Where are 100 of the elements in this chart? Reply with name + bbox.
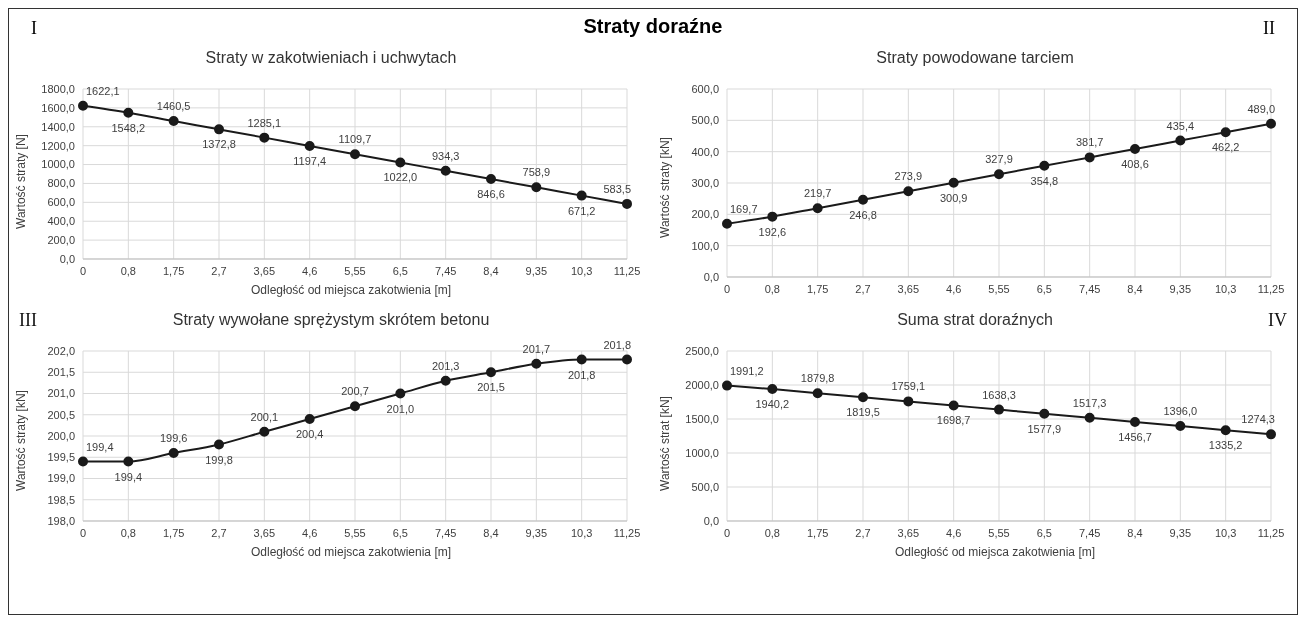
- x-tick-label: 10,3: [1214, 282, 1237, 295]
- x-tick-label: 7,45: [1078, 282, 1101, 295]
- y-axis-title: Wartość straty [N]: [14, 134, 29, 229]
- x-tick-label: 6,5: [392, 526, 408, 539]
- x-tick-label: 11,25: [1257, 282, 1285, 295]
- data-label: 1372,8: [202, 138, 236, 151]
- point: [903, 186, 914, 197]
- data-label: 583,5: [603, 182, 631, 195]
- point: [576, 354, 587, 365]
- chart-title: Suma strat doraźnych: [897, 311, 1053, 328]
- point: [350, 149, 360, 160]
- point: [168, 448, 179, 458]
- data-label: 200,4: [295, 428, 324, 440]
- data-label: 1285,1: [247, 116, 282, 129]
- data-label: 1548,2: [111, 121, 146, 134]
- x-axis-title: Odległość od miejsca zakotwienia [m]: [249, 283, 453, 297]
- y-tick-label: 100,0: [691, 239, 719, 252]
- point: [1175, 421, 1186, 432]
- text: III: [19, 309, 37, 332]
- point: [948, 177, 959, 188]
- chart-title: Straty powodowane tarciem: [875, 48, 1075, 68]
- point: [576, 190, 587, 201]
- x-tick-label: 2,7: [855, 282, 871, 295]
- x-tick-label: 2,7: [211, 526, 227, 539]
- data-label: 1460,5: [156, 100, 191, 113]
- x-tick-label: 2,7: [855, 526, 871, 539]
- x-tick-label: 11,25: [613, 526, 641, 539]
- data-label: 1456,7: [1118, 430, 1152, 443]
- point: [994, 404, 1004, 415]
- y-axis-title: Wartość strat [kN]: [658, 396, 673, 491]
- point: [78, 456, 88, 467]
- data-label: 1197,4: [293, 154, 327, 167]
- y-tick-label: 1600,0: [41, 101, 75, 114]
- point: [259, 132, 270, 143]
- y-tick-label: 400,0: [47, 215, 75, 228]
- x-tick-label: 10,3: [570, 264, 593, 277]
- point: [531, 182, 542, 193]
- y-tick-label: 200,0: [691, 208, 719, 221]
- x-tick-label: 0,8: [120, 526, 136, 539]
- data-label: 1022,0: [383, 171, 418, 184]
- data-label: 201,7: [522, 342, 551, 355]
- point: [622, 354, 632, 365]
- x-tick-label: 9,35: [1169, 526, 1192, 539]
- y-tick-label: 202,0: [47, 344, 75, 357]
- data-label: 201,5: [477, 381, 505, 394]
- point: [486, 174, 496, 185]
- x-tick-label: 4,6: [946, 526, 962, 539]
- y-axis-title: Wartość straty [kN]: [14, 390, 29, 491]
- point: [1266, 429, 1276, 440]
- point: [531, 358, 542, 369]
- point: [767, 384, 778, 395]
- y-tick-label: 800,0: [47, 177, 75, 190]
- data-label: 1940,2: [755, 398, 790, 411]
- x-tick-label: 5,55: [988, 526, 1010, 539]
- text: Straty doraźne: [583, 15, 723, 37]
- y-tick-label: 200,0: [47, 234, 75, 247]
- data-label: 327,9: [985, 153, 1013, 166]
- data-label: 199,4: [86, 440, 114, 453]
- point: [1039, 160, 1050, 171]
- x-tick-label: 11,25: [613, 264, 641, 277]
- x-tick-label: 8,4: [1127, 282, 1143, 295]
- data-label: 200,7: [341, 385, 369, 398]
- x-tick-label: 6,5: [1036, 526, 1052, 539]
- data-label: 1698,7: [936, 414, 971, 427]
- y-tick-label: 0,0: [703, 514, 719, 527]
- y-axis-title: Wartość straty [kN]: [658, 137, 673, 238]
- point: [123, 456, 134, 467]
- point: [78, 100, 88, 111]
- y-tick-label: 300,0: [691, 176, 719, 189]
- x-tick-label: 9,35: [525, 526, 548, 539]
- data-label: 169,7: [730, 202, 758, 215]
- x-tick-label: 0,8: [764, 282, 780, 295]
- point: [123, 107, 134, 118]
- x-tick-label: 7,45: [1078, 526, 1101, 539]
- y-tick-label: 0,0: [703, 270, 719, 283]
- data-label: 1109,7: [338, 133, 372, 146]
- data-label: 201,8: [567, 368, 596, 381]
- x-tick-label: 7,45: [434, 264, 457, 277]
- data-label: 1577,9: [1027, 422, 1062, 435]
- x-tick-label: 5,55: [988, 282, 1010, 295]
- data-label: 199,4: [114, 470, 143, 483]
- point: [1130, 143, 1140, 154]
- y-tick-label: 600,0: [691, 82, 719, 95]
- x-tick-label: 3,65: [253, 526, 276, 539]
- point: [767, 211, 778, 222]
- data-label: 435,4: [1166, 119, 1195, 132]
- data-label: 219,7: [803, 187, 832, 200]
- y-tick-label: 1000,0: [41, 158, 75, 171]
- data-label: 201,3: [431, 359, 460, 372]
- y-tick-label: 500,0: [691, 480, 719, 493]
- x-tick-label: 3,65: [897, 526, 920, 539]
- data-label: 273,9: [894, 170, 923, 183]
- data-label: 200,1: [250, 410, 279, 423]
- y-tick-label: 200,5: [47, 408, 75, 421]
- point: [168, 116, 179, 127]
- data-label: 354,8: [1030, 174, 1059, 187]
- point: [722, 218, 732, 229]
- x-tick-label: 0,8: [764, 526, 780, 539]
- point: [948, 400, 959, 411]
- point: [440, 165, 451, 176]
